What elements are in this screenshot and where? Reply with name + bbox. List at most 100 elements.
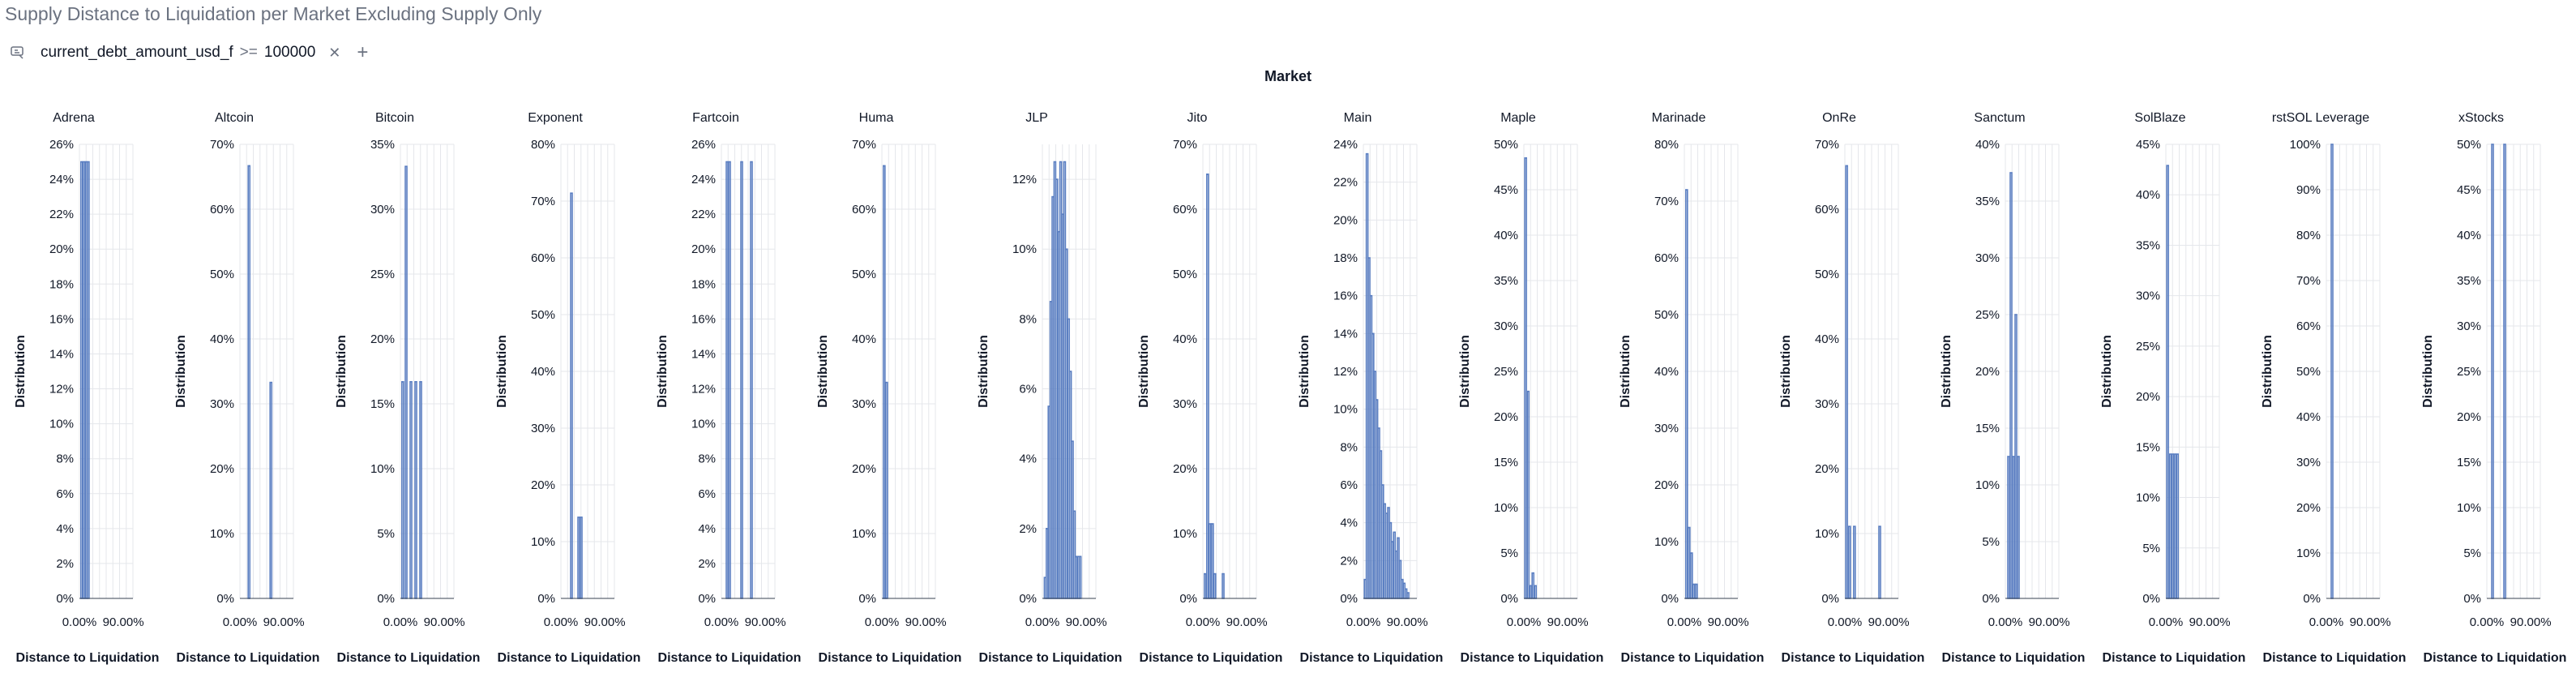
filter-operator[interactable]: >=: [239, 44, 258, 61]
y-tick-label: 20%: [2296, 501, 2321, 515]
histogram-bar: [1211, 523, 1214, 599]
x-tick-label: 0.00%: [1025, 615, 1060, 629]
y-tick-label: 10%: [1654, 535, 1679, 549]
close-icon[interactable]: ✕: [328, 44, 341, 61]
y-tick-label: 60%: [1654, 251, 1679, 265]
y-tick-label: 20%: [691, 242, 716, 256]
panel-title: xStocks: [2458, 111, 2504, 125]
y-tick-label: 18%: [49, 277, 74, 291]
y-tick-label: 24%: [49, 173, 74, 186]
histogram-bar: [885, 381, 888, 599]
y-tick-label: 40%: [1975, 138, 2000, 152]
x-axis-title: Distance to Liquidation: [177, 651, 320, 665]
y-tick-label: 60%: [1815, 203, 1839, 216]
plus-icon[interactable]: +: [357, 41, 369, 63]
y-tick-label: 40%: [2457, 229, 2481, 242]
x-axis-title: Distance to Liquidation: [498, 651, 641, 665]
histogram-bar: [400, 380, 404, 599]
y-tick-label: 40%: [1173, 332, 1197, 346]
y-tick-label: 10%: [1012, 242, 1037, 256]
filter-field[interactable]: current_debt_amount_usd_f: [41, 44, 233, 61]
panel-title: Exponent: [528, 111, 583, 125]
histogram-bar: [728, 161, 731, 599]
panel-title: JLP: [1025, 111, 1048, 125]
y-tick-label: 40%: [852, 332, 876, 346]
x-axis-title: Distance to Liquidation: [1621, 651, 1765, 665]
y-tick-label: 35%: [2136, 238, 2160, 252]
y-tick-label: 20%: [210, 462, 234, 476]
filter-chip[interactable]: current_debt_amount_usd_f >= 100000 ✕: [36, 41, 345, 65]
histogram-bar: [2166, 165, 2169, 599]
y-tick-label: 5%: [377, 527, 395, 541]
y-tick-label: 15%: [1975, 422, 2000, 435]
y-axis-title: Distribution: [1940, 335, 1953, 408]
histogram-bar: [1688, 526, 1691, 599]
histogram-bar: [1531, 572, 1534, 599]
histogram-bar: [2173, 453, 2176, 599]
x-tick-label: 90.00%: [424, 615, 465, 629]
y-tick-label: 35%: [370, 138, 395, 152]
y-tick-label: 2%: [1019, 522, 1037, 536]
x-axis-title: Distance to Liquidation: [1461, 651, 1604, 665]
y-tick-label: 20%: [852, 462, 876, 476]
y-tick-label: 14%: [691, 347, 716, 361]
y-axis-title: Distribution: [174, 335, 188, 408]
histogram-bar: [2007, 456, 2010, 599]
histogram-bar: [2009, 172, 2013, 599]
y-tick-label: 0%: [2303, 592, 2321, 606]
y-tick-label: 16%: [691, 312, 716, 326]
y-tick-label: 24%: [1333, 138, 1358, 152]
y-tick-label: 40%: [210, 332, 234, 346]
y-tick-label: 80%: [2296, 229, 2321, 242]
filter-icon[interactable]: [8, 43, 28, 62]
panel-title: Adrena: [53, 111, 95, 125]
histogram-bar: [1406, 592, 1410, 599]
y-axis-title: Distribution: [816, 335, 830, 408]
histogram-bar: [1690, 552, 1693, 599]
y-axis-title: Distribution: [977, 335, 991, 408]
histogram-bar: [414, 380, 417, 599]
y-tick-label: 5%: [1500, 547, 1518, 560]
panel-title: Maple: [1500, 111, 1536, 125]
filter-value[interactable]: 100000: [263, 44, 316, 61]
x-axis-title: Distance to Liquidation: [1300, 651, 1444, 665]
y-tick-label: 70%: [1173, 138, 1197, 152]
y-tick-label: 12%: [1333, 365, 1358, 379]
y-tick-label: 5%: [2463, 547, 2481, 560]
y-tick-label: 60%: [531, 251, 555, 265]
y-tick-label: 10%: [370, 462, 395, 476]
y-tick-label: 2%: [1340, 554, 1358, 568]
y-tick-label: 90%: [2296, 183, 2321, 197]
y-tick-label: 20%: [1173, 462, 1197, 476]
y-tick-label: 40%: [2136, 188, 2160, 202]
y-tick-label: 30%: [1494, 319, 1518, 333]
y-tick-label: 15%: [2136, 440, 2160, 454]
histogram-bar: [1209, 523, 1212, 599]
histogram-bar: [2012, 456, 2015, 599]
x-axis-title: Distance to Liquidation: [2263, 651, 2407, 665]
y-axis-title: Distribution: [2100, 335, 2114, 408]
y-tick-label: 25%: [2457, 365, 2481, 379]
y-tick-label: 22%: [1333, 176, 1358, 190]
panel-title: Altcoin: [215, 111, 254, 125]
facet-label: Market: [1264, 68, 1312, 84]
y-tick-label: 0%: [56, 592, 74, 606]
y-tick-label: 0%: [216, 592, 234, 606]
y-tick-label: 10%: [2296, 547, 2321, 560]
y-tick-label: 50%: [1173, 268, 1197, 281]
y-tick-label: 30%: [852, 397, 876, 411]
y-axis-title: Distribution: [2261, 335, 2274, 408]
y-tick-label: 8%: [698, 452, 716, 466]
x-tick-label: 90.00%: [1066, 615, 1107, 629]
y-tick-label: 20%: [1654, 478, 1679, 492]
histogram-bar: [2168, 453, 2172, 599]
y-tick-label: 0%: [1982, 592, 2000, 606]
histogram-bar: [1685, 189, 1688, 599]
x-tick-label: 0.00%: [2149, 615, 2184, 629]
x-tick-label: 0.00%: [1667, 615, 1702, 629]
y-tick-label: 25%: [2136, 340, 2160, 354]
panel-title: OnRe: [1822, 111, 1856, 125]
y-tick-label: 50%: [1494, 138, 1518, 152]
x-tick-label: 90.00%: [1708, 615, 1749, 629]
x-tick-label: 90.00%: [263, 615, 305, 629]
